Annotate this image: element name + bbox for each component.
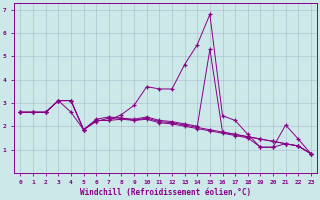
X-axis label: Windchill (Refroidissement éolien,°C): Windchill (Refroidissement éolien,°C) [80,188,251,197]
